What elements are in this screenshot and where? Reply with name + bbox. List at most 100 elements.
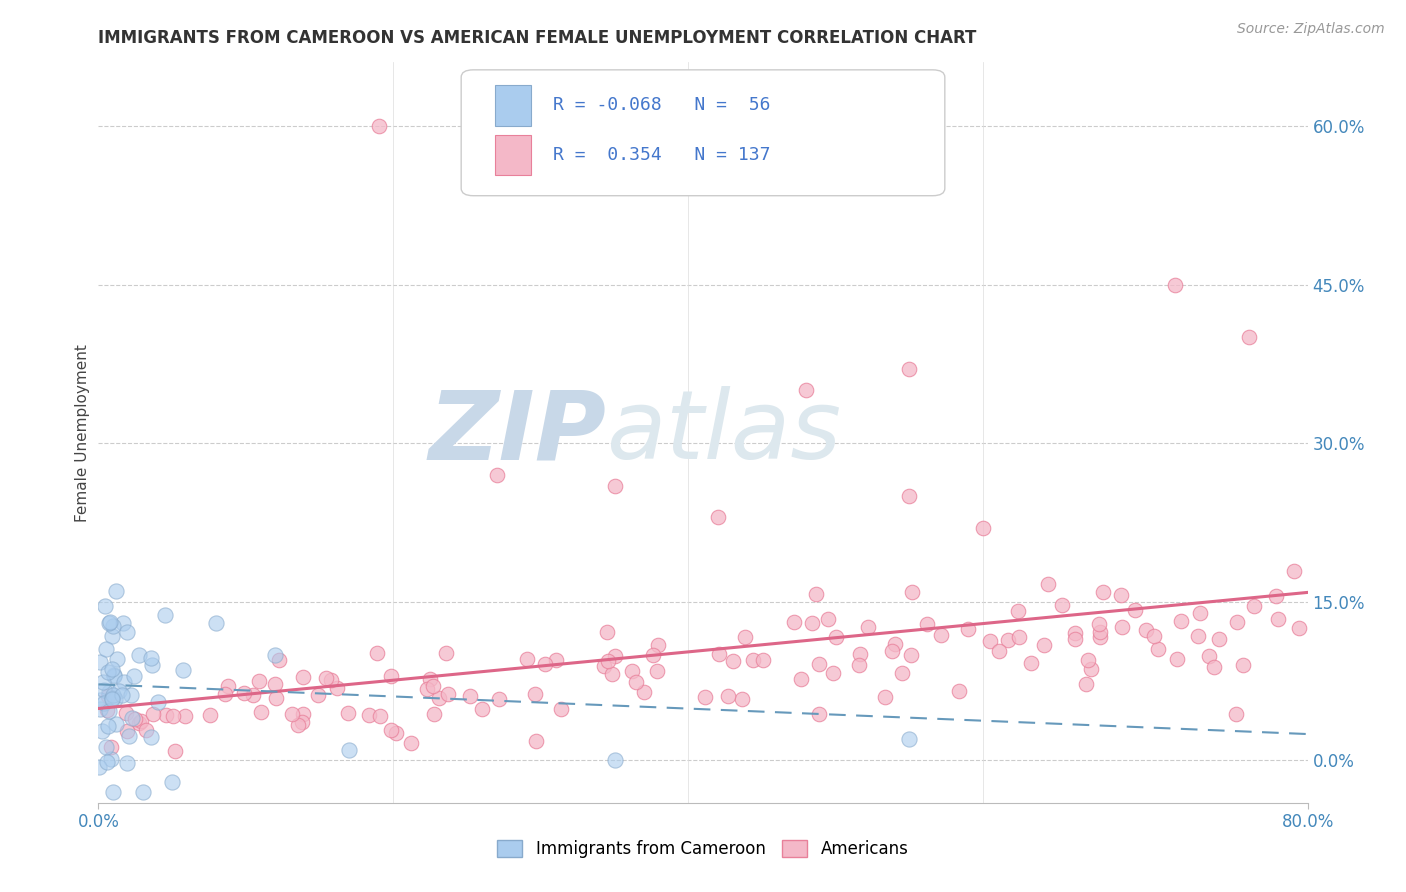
Point <box>1076 676 1098 690</box>
Point <box>807 657 830 672</box>
Point <box>281 707 304 722</box>
Point <box>87 760 110 774</box>
Point <box>806 587 828 601</box>
Point <box>173 708 195 723</box>
Point <box>162 709 184 723</box>
Point <box>873 690 896 704</box>
Point <box>1147 642 1170 657</box>
Point <box>131 785 153 799</box>
Point <box>695 690 717 704</box>
Point <box>128 716 150 731</box>
Point <box>380 723 402 737</box>
Point <box>100 752 122 766</box>
Point <box>1225 706 1247 721</box>
Point <box>97 615 120 630</box>
Point <box>105 652 128 666</box>
Point <box>823 665 845 680</box>
Point <box>100 740 122 755</box>
Point <box>1033 638 1056 652</box>
Point <box>98 615 121 629</box>
Point <box>1077 652 1099 666</box>
Point <box>1050 598 1073 612</box>
Point <box>141 658 163 673</box>
Point <box>120 688 142 702</box>
Point <box>101 785 124 799</box>
Point <box>485 467 508 482</box>
Point <box>100 662 122 676</box>
Point <box>264 648 287 662</box>
Point <box>124 712 146 726</box>
Point <box>153 607 176 622</box>
Point <box>721 654 744 668</box>
Point <box>1282 564 1305 578</box>
Point <box>141 730 163 744</box>
Point <box>233 686 256 700</box>
Point <box>848 657 870 672</box>
Point <box>626 675 648 690</box>
Point <box>1232 658 1254 673</box>
Point <box>1187 629 1209 643</box>
Point <box>131 714 153 729</box>
Point <box>516 652 538 666</box>
Point <box>603 478 626 492</box>
Point <box>89 656 111 670</box>
Point <box>460 689 482 703</box>
Point <box>269 653 291 667</box>
Point <box>422 707 444 722</box>
Point <box>593 659 616 673</box>
Point <box>801 616 824 631</box>
Point <box>734 630 756 644</box>
Point <box>89 701 111 715</box>
Point <box>794 384 817 398</box>
Point <box>94 599 117 613</box>
Point <box>434 646 457 660</box>
Text: Source: ZipAtlas.com: Source: ZipAtlas.com <box>1237 22 1385 37</box>
FancyBboxPatch shape <box>461 70 945 195</box>
Point <box>367 119 389 133</box>
Point <box>1036 577 1059 591</box>
Point <box>544 653 567 667</box>
Point <box>124 669 146 683</box>
Point <box>94 641 117 656</box>
Point <box>957 622 980 636</box>
FancyBboxPatch shape <box>495 135 531 176</box>
Point <box>104 584 127 599</box>
Point <box>603 649 626 664</box>
Point <box>997 633 1019 648</box>
Point <box>139 651 162 665</box>
Point <box>817 612 839 626</box>
Point <box>101 692 124 706</box>
Point <box>891 665 914 680</box>
Point <box>291 706 314 721</box>
Point <box>217 679 239 693</box>
Y-axis label: Female Unemployment: Female Unemployment <box>75 343 90 522</box>
Point <box>307 688 329 702</box>
Point <box>1202 659 1225 673</box>
Point <box>1237 330 1260 344</box>
Point <box>292 670 315 684</box>
Point <box>321 673 343 688</box>
Point <box>488 692 510 706</box>
Point <box>1109 588 1132 602</box>
Point <box>93 674 115 689</box>
Point <box>808 706 831 721</box>
Point <box>422 679 444 693</box>
Point <box>647 664 669 678</box>
Point <box>1267 612 1289 626</box>
Point <box>368 709 391 723</box>
Point <box>214 687 236 701</box>
Point <box>416 682 439 697</box>
Point <box>172 663 194 677</box>
Point <box>1007 604 1029 618</box>
Point <box>112 675 135 690</box>
Point <box>742 652 765 666</box>
Point <box>118 730 141 744</box>
Point <box>1198 648 1220 663</box>
Point <box>1164 277 1187 292</box>
Point <box>380 669 402 683</box>
Point <box>97 718 120 732</box>
Point <box>1226 615 1249 629</box>
Point <box>103 668 125 682</box>
Point <box>824 630 846 644</box>
Point <box>603 754 626 768</box>
